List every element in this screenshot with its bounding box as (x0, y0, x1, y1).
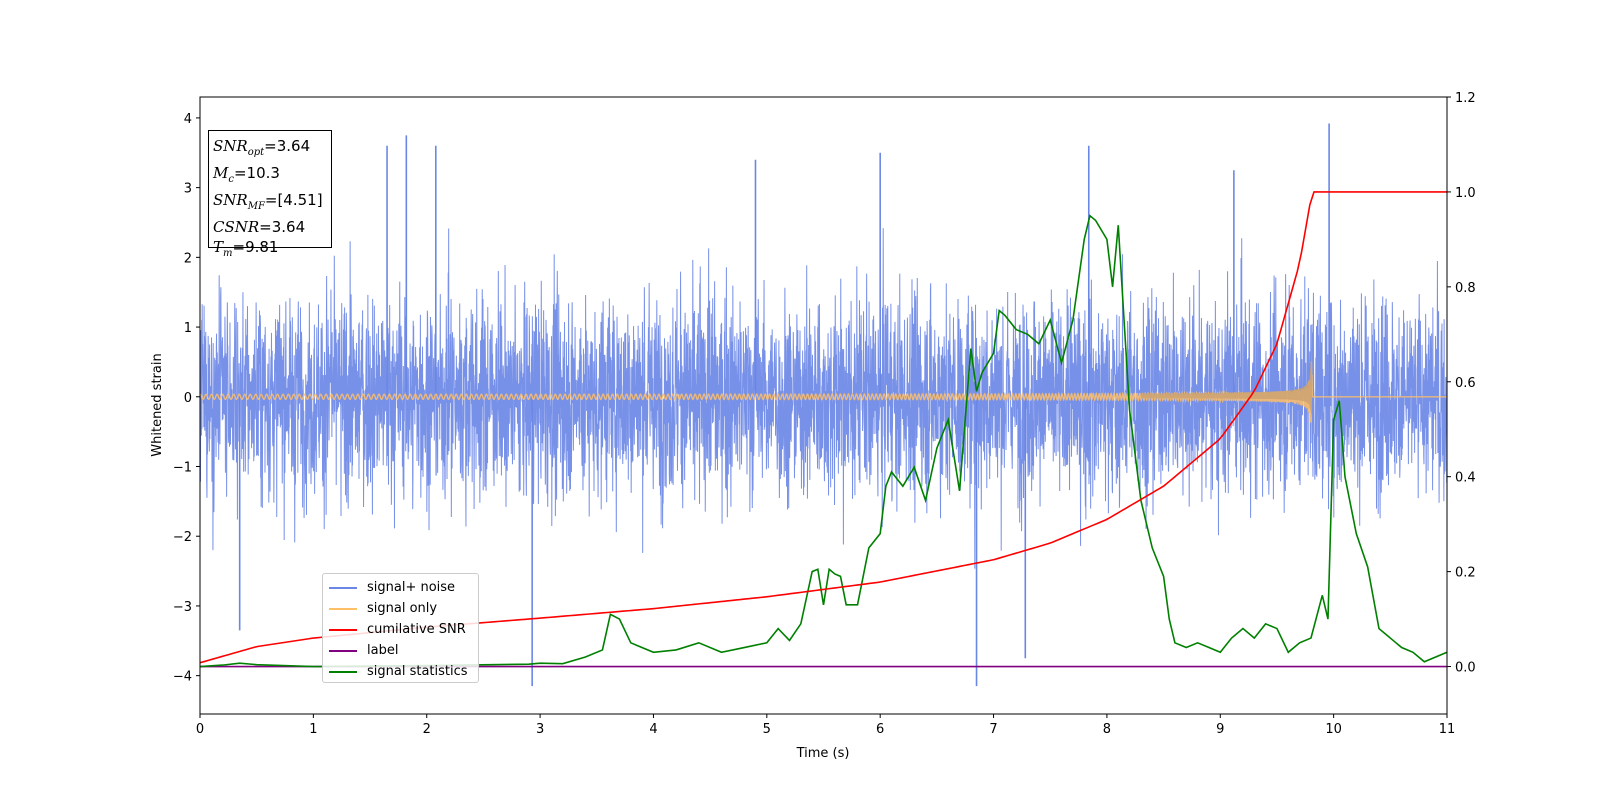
signal-noise-line (200, 228, 1447, 569)
chart-legend: signal+ noise signal only cumilative SNR… (322, 573, 479, 683)
x-tick-label: 3 (536, 722, 544, 737)
legend-item: signal statistics (329, 661, 472, 682)
merger-time-line: Tm=9.81 (213, 238, 279, 259)
y-tick-label: 1 (184, 321, 192, 336)
csnr-line: CSNR=3.64 (213, 218, 306, 236)
x-tick-label: 6 (876, 722, 884, 737)
y-tick-label: −2 (173, 530, 192, 545)
signal-noise-series (200, 123, 1447, 687)
y-axis-label: Whitened strain (150, 353, 165, 456)
snr-mf-line: SNRMF=[4.51] (213, 191, 323, 212)
legend-label: signal only (367, 601, 438, 616)
legend-swatch (329, 628, 357, 631)
y2-tick-label: 0.4 (1455, 471, 1476, 486)
chirp-mass-line: Mc=10.3 (213, 164, 280, 185)
y-tick-label: 4 (184, 112, 192, 127)
y-tick-label: −1 (173, 461, 192, 476)
legend-label: signal statistics (367, 664, 468, 679)
legend-label: cumilative SNR (367, 622, 466, 637)
y-tick-label: −3 (173, 600, 192, 615)
legend-label: signal+ noise (367, 580, 456, 595)
x-tick-label: 9 (1216, 722, 1224, 737)
y2-tick-label: 0.0 (1455, 661, 1476, 676)
signal-statistics-line (200, 214, 1447, 668)
y2-tick-label: 1.2 (1455, 91, 1476, 106)
x-tick-label: 10 (1325, 722, 1342, 737)
x-tick-label: 2 (423, 722, 431, 737)
plot-frame (199, 96, 1448, 715)
y2-tick-label: 0.8 (1455, 281, 1476, 296)
axis-ticks: 0 1 2 3 4 5 6 7 8 9 10 1143210−1−2−3−41.21.00.80.60… (173, 91, 1476, 737)
snr-mf-value: =[4.51] (264, 191, 323, 209)
csnr-value: =3.64 (259, 218, 306, 236)
x-tick-label: 4 (649, 722, 657, 737)
snr-opt-line: SNRopt=3.64 (213, 137, 311, 158)
y2-tick-label: 1.0 (1455, 186, 1476, 201)
y-tick-label: −4 (173, 670, 192, 685)
legend-item: cumilative SNR (329, 619, 472, 640)
y-tick-label: 0 (184, 391, 192, 406)
x-tick-label: 5 (763, 722, 771, 737)
x-tick-label: 11 (1439, 722, 1456, 737)
x-axis-label: Time (s) (796, 746, 850, 761)
stats-info-box: SNRopt=3.64 Mc=10.3 SNRMF=[4.51] CSNR=3.… (208, 130, 332, 259)
legend-swatch (329, 670, 357, 673)
legend-item: signal+ noise (329, 577, 472, 598)
legend-item: label (329, 640, 472, 661)
chirp-mass-value: =10.3 (233, 164, 280, 182)
y-tick-label: 3 (184, 182, 192, 197)
merger-time-value: =9.81 (232, 238, 279, 256)
legend-swatch (329, 586, 357, 589)
y2-tick-label: 0.2 (1455, 566, 1476, 581)
snr-opt-value: =3.64 (264, 137, 311, 155)
signal-only-series (200, 351, 1447, 423)
x-tick-label: 1 (309, 722, 317, 737)
y2-tick-label: 0.6 (1455, 376, 1476, 391)
x-tick-label: 0 (196, 722, 204, 737)
legend-swatch (329, 649, 357, 652)
legend-item: signal only (329, 598, 472, 619)
legend-swatch (329, 607, 357, 610)
y-tick-label: 2 (184, 251, 192, 266)
legend-label: label (367, 643, 399, 658)
x-tick-label: 7 (989, 722, 997, 737)
x-tick-label: 8 (1103, 722, 1111, 737)
